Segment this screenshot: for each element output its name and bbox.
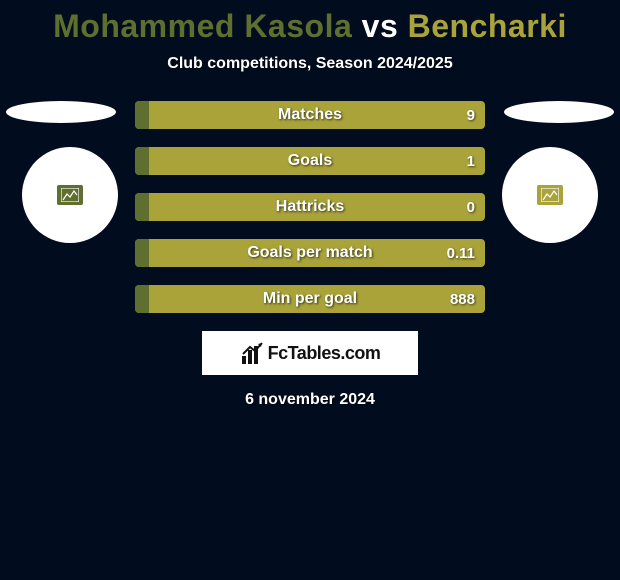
stat-value-right: 0.11 xyxy=(447,245,475,262)
player1-name: Mohammed Kasola xyxy=(53,8,352,44)
stat-bar-left-segment xyxy=(135,239,149,267)
brand-text: FcTables.com xyxy=(268,343,381,364)
stat-bar-left-segment xyxy=(135,193,149,221)
page-title: Mohammed Kasola vs Bencharki xyxy=(0,0,620,45)
player2-flag-ellipse xyxy=(504,101,614,123)
stat-bar-left-segment xyxy=(135,147,149,175)
stat-bar: Goals 1 xyxy=(135,147,485,175)
comparison-panel: Matches 9 Goals 1 Hattricks 0 Goals per match 0… xyxy=(0,101,620,409)
stat-bars: Matches 9 Goals 1 Hattricks 0 Goals per match 0… xyxy=(135,101,485,313)
stat-label: Goals per match xyxy=(247,244,372,262)
stat-value-right: 0 xyxy=(467,199,475,216)
stat-bar: Goals per match 0.11 xyxy=(135,239,485,267)
subtitle: Club competitions, Season 2024/2025 xyxy=(0,55,620,73)
stat-label: Goals xyxy=(288,152,332,170)
stat-bar: Hattricks 0 xyxy=(135,193,485,221)
stat-bar-left-segment xyxy=(135,285,149,313)
brand-box: FcTables.com xyxy=(202,331,418,375)
stat-bar: Matches 9 xyxy=(135,101,485,129)
date-text: 6 november 2024 xyxy=(0,391,620,409)
player1-badge-circle xyxy=(22,147,118,243)
stat-bar: Min per goal 888 xyxy=(135,285,485,313)
stat-bar-left-segment xyxy=(135,101,149,129)
vs-text: vs xyxy=(362,8,399,44)
stat-label: Hattricks xyxy=(276,198,344,216)
player2-badge-icon xyxy=(537,185,563,205)
stat-value-right: 1 xyxy=(467,153,475,170)
player1-badge-icon xyxy=(57,185,83,205)
player2-name: Bencharki xyxy=(408,8,567,44)
player1-flag-ellipse xyxy=(6,101,116,123)
stat-value-right: 9 xyxy=(467,107,475,124)
stat-value-right: 888 xyxy=(450,291,475,308)
stat-label: Matches xyxy=(278,106,342,124)
brand-chart-icon xyxy=(240,340,266,366)
player2-badge-circle xyxy=(502,147,598,243)
stat-label: Min per goal xyxy=(263,290,357,308)
